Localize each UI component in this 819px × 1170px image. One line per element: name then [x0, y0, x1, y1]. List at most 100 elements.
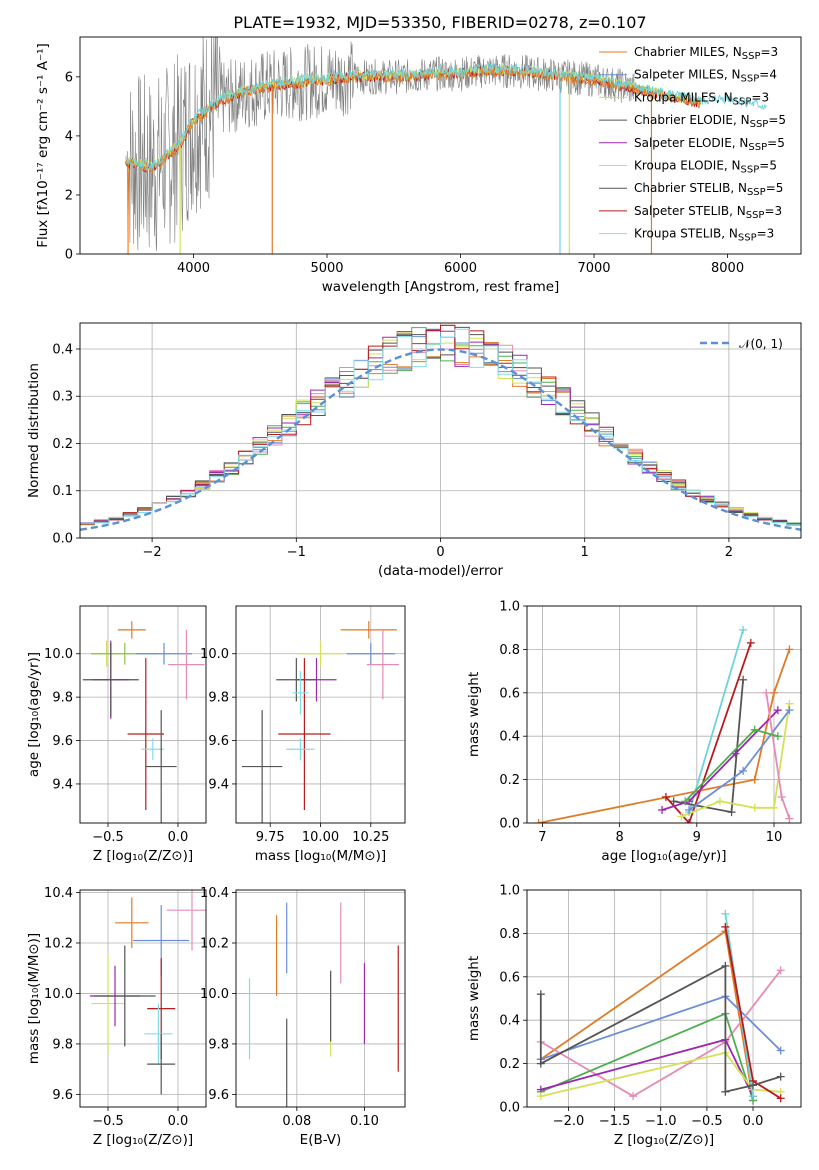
x-tick-label: 0	[436, 545, 444, 560]
x-tick-label: 7	[538, 830, 546, 845]
y-tick-label: 10.0	[200, 987, 229, 1002]
weight-series	[538, 649, 791, 823]
legend-entry: Chabrier ELODIE, NSSP=5	[634, 113, 786, 130]
weight-lines	[534, 625, 794, 823]
y-axis-label: Flux [fλ10⁻¹⁷ erg cm⁻² s⁻¹ A⁻¹]	[35, 43, 51, 248]
y-tick-label: 6	[65, 70, 73, 85]
panel-mass-weight-vs-Z: −2.0 −1.5 −1.0 −0.5 0.0 0.0 0.2 0.4 0.6 0.8 1.0 Z […	[466, 884, 801, 1148]
y-tick-label: 0.8	[499, 643, 520, 658]
y-tick-label: 9.6	[52, 1088, 73, 1103]
spectrum-lines	[124, 37, 767, 254]
y-tick-label: 0.2	[499, 773, 520, 788]
weight-series	[539, 964, 781, 1093]
x-axis-label: Z [log₁₀(Z/Z⊙)]	[93, 1132, 193, 1148]
x-tick-label: −0.5	[691, 1114, 723, 1129]
x-axis-label: age [log₁₀(age/yr)]	[601, 848, 726, 864]
panel-mass-vs-EBV: 0.08 0.10 9.6 9.8 10.0 10.2 10.4 E(B-V)	[200, 886, 405, 1148]
y-tick-label: 0.2	[52, 437, 73, 452]
x-tick-label: 4000	[177, 261, 210, 276]
x-tick-label: −2.0	[553, 1114, 585, 1129]
panel-spectrum: 4000 5000 6000 7000 8000 0 2 4 6 wavelength [Angs…	[35, 13, 786, 295]
x-tick-label: 9	[693, 830, 701, 845]
histograms	[80, 324, 801, 531]
x-tick-label: −1	[287, 545, 306, 560]
x-tick-label: 5000	[310, 261, 343, 276]
x-tick-label: 10.25	[352, 830, 389, 845]
chart-title: PLATE=1932, MJD=53350, FIBERID=0278, z=0…	[233, 13, 646, 32]
legend-entry: Salpeter STELIB, NSSP=3	[634, 204, 782, 221]
y-tick-label: 10.2	[200, 936, 229, 951]
plot-frame	[79, 889, 207, 1108]
error-bars	[89, 890, 206, 1095]
data-spectrum	[126, 37, 635, 252]
plot-frame	[526, 889, 802, 1108]
y-axis-label: mass weight	[466, 956, 482, 1041]
panel-age-vs-mass: 9.75 10.00 10.25 9.4 9.6 9.8 10.0 mass [log₁₀(M…	[200, 606, 405, 864]
y-tick-label: 9.6	[208, 734, 229, 749]
legend-entry: Kroupa ELODIE, NSSP=5	[634, 159, 777, 176]
model-spectrum	[124, 64, 702, 173]
y-tick-label: 0.4	[499, 730, 520, 745]
y-tick-label: 0.6	[499, 970, 520, 985]
x-tick-label: −0.5	[92, 830, 124, 845]
x-axis-label: (data-model)/error	[378, 563, 504, 579]
y-tick-label: 9.8	[208, 691, 229, 706]
legend-entry: Salpeter ELODIE, NSSP=5	[634, 136, 785, 153]
y-tick-label: 9.8	[52, 1037, 73, 1052]
legend-entry: 𝒩(0, 1)	[739, 337, 783, 351]
x-tick-label: 6000	[444, 261, 477, 276]
y-tick-label: 0.3	[52, 390, 73, 405]
y-tick-label: 0.1	[52, 484, 73, 499]
x-tick-label: −2	[143, 545, 162, 560]
x-tick-label: 0.0	[743, 1114, 764, 1129]
x-axis-label: E(B-V)	[300, 1132, 342, 1148]
x-tick-label: 0.0	[168, 830, 189, 845]
x-tick-label: 8	[615, 830, 623, 845]
y-tick-label: 10.0	[44, 987, 73, 1002]
y-axis-label: Normed distribution	[26, 363, 42, 498]
y-tick-label: 2	[65, 188, 73, 203]
x-tick-label: 9.75	[256, 830, 285, 845]
weight-lines	[536, 909, 785, 1105]
y-tick-label: 9.8	[52, 691, 73, 706]
legend-entry: Salpeter MILES, NSSP=4	[634, 68, 777, 85]
legend-entry: Kroupa STELIB, NSSP=3	[634, 227, 774, 244]
plot-frame	[235, 889, 406, 1108]
x-tick-label: 1	[581, 545, 589, 560]
x-tick-label: 0.08	[282, 1114, 311, 1129]
error-bars	[82, 621, 205, 823]
y-tick-label: 9.6	[52, 734, 73, 749]
normal-curve	[80, 348, 801, 531]
x-tick-label: 10.00	[302, 830, 339, 845]
y-tick-label: 0.8	[499, 927, 520, 942]
error-bars	[242, 621, 399, 823]
y-tick-label: 1.0	[499, 600, 520, 615]
x-tick-label: 10	[766, 830, 783, 845]
x-axis-label: mass [log₁₀(M/M⊙)]	[255, 848, 386, 864]
x-tick-label: −1.5	[599, 1114, 631, 1129]
y-tick-label: 0.2	[499, 1057, 520, 1072]
legend-entry: Chabrier MILES, NSSP=3	[634, 45, 778, 62]
y-tick-label: 1.0	[499, 884, 520, 899]
y-tick-label: 10.4	[200, 886, 229, 901]
x-tick-label: 2	[725, 545, 733, 560]
plot-frame	[79, 322, 802, 539]
y-tick-label: 0.0	[52, 532, 73, 547]
x-tick-label: 0.10	[350, 1114, 379, 1129]
y-tick-label: 10.4	[44, 886, 73, 901]
panel-mass-weight-vs-age: 7 8 9 10 0.0 0.2 0.4 0.6 0.8 1.0 age [log₁₀(age/yr…	[466, 600, 801, 864]
y-tick-label: 10.2	[44, 936, 73, 951]
y-tick-label: 10.0	[200, 647, 229, 662]
plot-frame	[526, 605, 802, 824]
x-tick-label: 7000	[577, 261, 610, 276]
legend-entry: Chabrier STELIB, NSSP=5	[634, 181, 783, 198]
y-axis-label: mass [log₁₀(M/M⊙)]	[26, 933, 42, 1064]
panel-residual-histogram: −2 −1 0 1 2 0.0 0.1 0.2 0.3 0.4 (data-model)/error…	[26, 323, 801, 579]
x-tick-label: 0.0	[168, 1114, 189, 1129]
y-tick-label: 0.6	[499, 686, 520, 701]
y-tick-label: 0.0	[499, 817, 520, 832]
plot-frame	[79, 605, 207, 824]
y-tick-label: 9.8	[208, 1037, 229, 1052]
plot-frame	[235, 605, 406, 824]
